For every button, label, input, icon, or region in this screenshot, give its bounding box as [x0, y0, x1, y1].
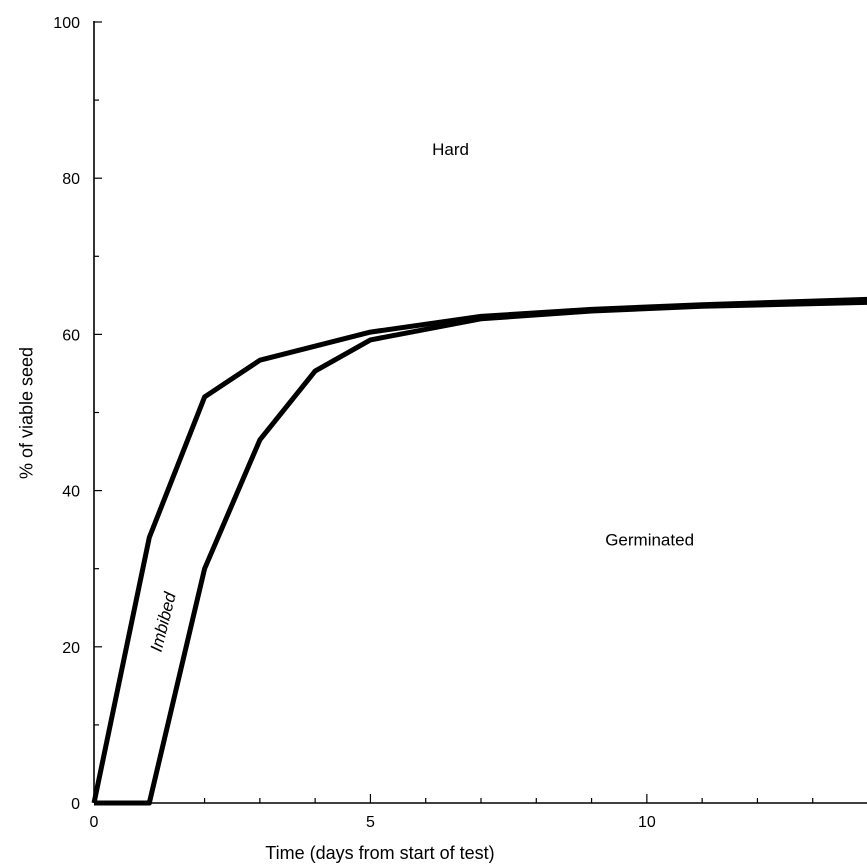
x-tick-label: 5 — [366, 814, 375, 831]
y-axis-label: % of viable seed — [16, 347, 36, 479]
y-tick-label: 40 — [62, 484, 80, 501]
axes — [93, 21, 867, 804]
annotation-hard: Hard — [432, 140, 469, 159]
annotation-imbibed: Imbibed — [147, 590, 180, 654]
y-tick-label: 0 — [71, 796, 80, 813]
y-tick-label: 80 — [62, 171, 80, 188]
series-lines — [91, 296, 867, 806]
y-tick-label: 100 — [53, 15, 80, 32]
x-tick-label: 0 — [90, 814, 99, 831]
y-tick-label: 60 — [62, 327, 80, 344]
series-line-2 — [94, 299, 867, 806]
x-axis-label: Time (days from start of test) — [265, 843, 494, 863]
y-tick-label: 20 — [62, 640, 80, 657]
annotation-germinated: Germinated — [605, 530, 694, 549]
annotations: Hard Germinated Imbibed — [147, 140, 694, 654]
ticks: 0 20 40 60 80 100 0 5 10 — [53, 15, 814, 831]
x-tick-label: 10 — [638, 814, 656, 831]
